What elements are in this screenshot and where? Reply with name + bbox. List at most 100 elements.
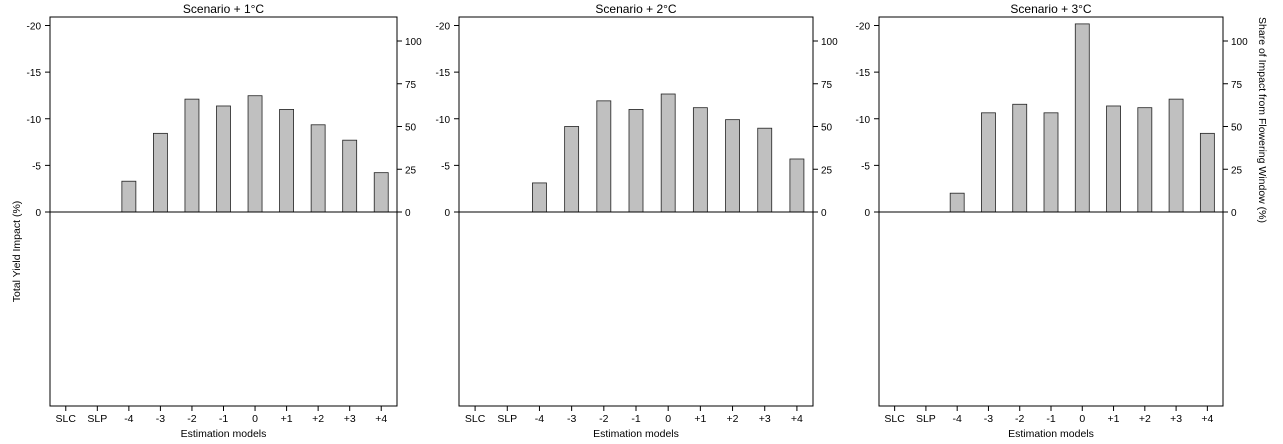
bar-share-flowering-window [1137, 107, 1153, 213]
x-tick-label: -4 [953, 413, 962, 425]
bar-share-flowering-window [153, 132, 168, 213]
bar-share-flowering-window [692, 107, 708, 213]
x-tick-label: SLC [884, 413, 905, 425]
x-tick-label: +2 [312, 413, 324, 425]
bar-share-flowering-window [373, 172, 389, 213]
y2-tick-label: 100 [1231, 37, 1248, 48]
bar-share-flowering-window [660, 93, 676, 213]
bar-share-flowering-window [1106, 105, 1121, 213]
x-axis-label: Estimation models [593, 428, 679, 440]
y-tick-label: -5 [441, 161, 450, 172]
bar-share-flowering-window [532, 182, 547, 213]
y-tick-label: -5 [861, 161, 870, 172]
y2-tick-label: 75 [821, 80, 833, 91]
x-tick-label: +3 [759, 413, 771, 425]
x-tick-label: -1 [631, 413, 640, 425]
bar-share-flowering-window [184, 98, 200, 213]
y-tick-label: 0 [35, 208, 41, 219]
chart-title: Scenario + 2°C [595, 2, 677, 16]
x-tick-label: +3 [344, 413, 356, 425]
y-tick-label: 0 [444, 208, 450, 219]
chart-title: Scenario + 1°C [183, 2, 265, 16]
y-tick-label: -20 [856, 22, 871, 33]
x-tick-label: +1 [1108, 413, 1120, 425]
x-tick-label: +2 [727, 413, 739, 425]
x-tick-label: -1 [219, 413, 228, 425]
y2-tick-label: 50 [1231, 123, 1243, 134]
x-tick-label: -2 [1015, 413, 1024, 425]
x-tick-label: 0 [252, 413, 258, 425]
y2-tick-label: 50 [405, 123, 417, 134]
y-tick-label: -15 [436, 68, 451, 79]
y2-tick-label: 75 [405, 80, 417, 91]
bar-share-flowering-window [789, 158, 805, 213]
bar-share-flowering-window [216, 105, 231, 213]
x-tick-label: +4 [791, 413, 803, 425]
x-axis-label: Estimation models [181, 428, 267, 440]
x-tick-label: SLC [465, 413, 486, 425]
x-tick-label: -2 [187, 413, 196, 425]
x-tick-label: -3 [984, 413, 993, 425]
y-tick-label: -10 [436, 115, 451, 126]
x-tick-label: -3 [156, 413, 165, 425]
bar-share-flowering-window [1199, 132, 1215, 213]
y-tick-label: -10 [856, 115, 871, 126]
y2-tick-label: 50 [821, 123, 833, 134]
x-tick-label: +4 [1201, 413, 1213, 425]
x-tick-label: -3 [567, 413, 576, 425]
x-tick-label: -4 [124, 413, 133, 425]
bar-share-flowering-window [310, 124, 326, 213]
y-tick-label: -15 [27, 68, 42, 79]
y-tick-label: -20 [27, 22, 42, 33]
x-tick-label: +1 [281, 413, 293, 425]
x-tick-label: +3 [1170, 413, 1182, 425]
y2-axis-label: Share of Impact from Flowering Window (%… [1256, 17, 1268, 223]
y2-tick-label: 0 [405, 208, 411, 219]
bar-share-flowering-window [342, 139, 358, 213]
x-tick-label: SLC [56, 413, 77, 425]
y-tick-label: -10 [27, 115, 42, 126]
y-tick-label: -15 [856, 68, 871, 79]
x-tick-label: SLP [916, 413, 936, 425]
bar-share-flowering-window [1043, 112, 1059, 213]
bar-share-flowering-window [1168, 98, 1184, 213]
y-tick-label: -20 [436, 22, 451, 33]
bar-share-flowering-window [949, 192, 965, 213]
y2-tick-label: 25 [1231, 165, 1243, 176]
y2-tick-label: 75 [1231, 80, 1243, 91]
y2-tick-label: 0 [821, 208, 827, 219]
y2-tick-label: 100 [405, 37, 422, 48]
x-tick-label: +1 [694, 413, 706, 425]
y2-tick-label: 25 [821, 165, 833, 176]
x-tick-label: -4 [535, 413, 544, 425]
bar-share-flowering-window [596, 100, 612, 213]
y-tick-label: 0 [864, 208, 870, 219]
x-tick-label: -1 [1046, 413, 1055, 425]
y-axis-label: Total Yield Impact (%) [11, 201, 23, 303]
x-tick-label: +4 [375, 413, 387, 425]
bar-share-flowering-window [757, 127, 773, 213]
x-axis-label: Estimation models [1008, 428, 1094, 440]
bar-share-flowering-window [1074, 23, 1090, 213]
bar-share-flowering-window [1012, 103, 1028, 213]
bar-share-flowering-window [628, 109, 644, 213]
x-tick-label: SLP [497, 413, 517, 425]
chart-title: Scenario + 3°C [1010, 2, 1092, 16]
y2-tick-label: 100 [821, 37, 838, 48]
y2-tick-label: 25 [405, 165, 417, 176]
x-tick-label: 0 [665, 413, 671, 425]
y2-tick-label: 0 [1231, 208, 1237, 219]
bar-share-flowering-window [121, 180, 137, 213]
x-tick-label: SLP [87, 413, 107, 425]
bar-share-flowering-window [247, 95, 263, 213]
bar-share-flowering-window [725, 119, 740, 213]
x-tick-label: +2 [1139, 413, 1151, 425]
bar-share-flowering-window [981, 112, 996, 213]
bar-share-flowering-window [564, 126, 580, 213]
bar-share-flowering-window [279, 109, 294, 213]
x-tick-label: 0 [1079, 413, 1085, 425]
y-tick-label: -5 [32, 161, 41, 172]
